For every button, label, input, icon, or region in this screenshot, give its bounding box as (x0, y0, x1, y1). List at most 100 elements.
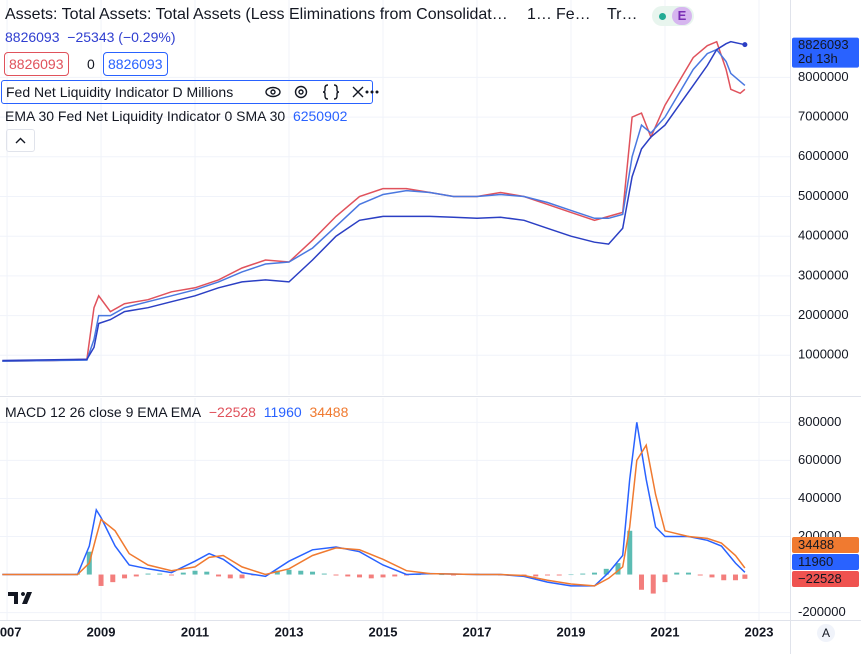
histogram-bar (357, 574, 363, 578)
y-tick-label: -200000 (798, 604, 846, 619)
indicator-row[interactable]: Fed Net Liquidity Indicator D Millions (1, 80, 379, 104)
histogram-bar (122, 574, 128, 579)
sell-button[interactable]: 8826093 (4, 52, 69, 76)
histogram-bar (392, 574, 398, 577)
histogram-bar (662, 574, 668, 583)
value-label: −22528 (798, 571, 842, 586)
collapse-button[interactable] (6, 129, 35, 152)
last-value: 8826093 (5, 29, 60, 45)
series-line (2, 40, 746, 362)
histogram-bar (697, 574, 703, 576)
interval[interactable]: 1… (527, 6, 552, 23)
histogram-bar (732, 574, 738, 581)
spread: 0 (87, 56, 95, 72)
histogram-bar (721, 574, 727, 581)
histogram-bar (180, 572, 186, 575)
indicator-title: Fed Net Liquidity Indicator D Millions (6, 84, 234, 100)
histogram-bar (239, 574, 245, 579)
histogram-bar (274, 570, 280, 575)
value-label: 34488 (798, 537, 834, 552)
source[interactable]: Fe… (556, 6, 591, 23)
close-icon[interactable] (352, 86, 364, 98)
badge[interactable]: E (672, 7, 692, 25)
histogram-bar (145, 573, 151, 575)
histogram-bar (439, 574, 445, 576)
source-icon[interactable] (322, 84, 340, 100)
x-tick-label: 2023 (745, 624, 774, 639)
eye-pupil (270, 89, 276, 95)
pane (0, 0, 790, 395)
last-label: 8826093 (798, 37, 849, 52)
x-tick-label: 2013 (275, 624, 304, 639)
histogram-bar (580, 573, 586, 575)
x-tick-label: 2015 (369, 624, 398, 639)
histogram-bar (110, 574, 116, 583)
histogram-bar (333, 574, 339, 576)
status-pill: E (652, 6, 694, 26)
histogram-bar (638, 574, 644, 590)
y-tick-label: 1000000 (798, 347, 849, 362)
value-label-box (792, 571, 859, 587)
y-tick-label: 600000 (798, 452, 841, 467)
x-tick-label: 2007 (0, 624, 22, 639)
histogram-bar (216, 574, 222, 577)
x-tick-label: 2011 (181, 624, 209, 639)
histogram-bar (568, 574, 574, 576)
series-line (2, 48, 746, 363)
ema-value: 6250902 (292, 108, 348, 124)
histogram-bar (192, 570, 198, 575)
last-price: 8826093 −25343 (−0.29%) (5, 29, 176, 45)
histogram-bar (345, 574, 351, 577)
histogram-bar (204, 571, 210, 575)
histogram-bar (98, 574, 104, 586)
exchange[interactable]: Tr… (607, 6, 638, 23)
logo[interactable] (6, 588, 36, 608)
y-tick-label: 3000000 (798, 267, 849, 282)
status-dot (659, 13, 666, 20)
histogram-bar (742, 574, 748, 579)
value-label: 11960 (798, 554, 833, 569)
buy-button[interactable]: 8826093 (103, 52, 168, 76)
gear-icon[interactable] (294, 85, 308, 99)
histogram-bar (650, 574, 656, 594)
x-tick-label: 2017 (463, 624, 492, 639)
y-tick-label: 5000000 (798, 188, 849, 203)
series-line (2, 422, 746, 587)
histogram-bar (157, 573, 163, 575)
y-tick-label: 2000000 (798, 307, 849, 322)
histogram-bar (380, 574, 386, 578)
countdown: 2d 13h (798, 51, 838, 66)
histogram-bar (298, 570, 304, 575)
macd-title: MACD 12 26 close 9 EMA EMA (5, 404, 202, 420)
gear-hub (298, 89, 304, 95)
x-tick-label: 2019 (557, 624, 586, 639)
histogram-bar (227, 574, 233, 579)
pane (0, 398, 790, 620)
ema-legend: EMA 30 Fed Net Liquidity Indicator 0 SMA… (5, 108, 347, 124)
x-tick-label: 2021 (651, 624, 680, 639)
histogram-bar (603, 568, 609, 575)
y-tick-label: 400000 (798, 490, 841, 505)
x-tick-label: 2009 (87, 624, 116, 639)
macd-hist-value: −22528 (208, 404, 256, 420)
macd-value: 11960 (263, 404, 302, 420)
signal-value: 34488 (309, 404, 349, 420)
histogram-bar (556, 574, 562, 576)
histogram-bar (591, 572, 597, 575)
series-line (2, 443, 746, 587)
y-tick-label: 4000000 (798, 228, 849, 243)
y-tick-label: 7000000 (798, 109, 849, 124)
chevron (15, 137, 26, 144)
histogram-bar (169, 574, 175, 576)
ema-title: EMA 30 Fed Net Liquidity Indicator 0 SMA… (5, 108, 286, 124)
more-icon[interactable] (365, 90, 369, 94)
macd-legend: MACD 12 26 close 9 EMA EMA −22528 11960 … (5, 404, 348, 420)
symbol-title[interactable]: Assets: Total Assets: Total Assets (Less… (5, 6, 508, 23)
histogram-bar (545, 574, 551, 576)
eye-icon[interactable] (265, 86, 281, 98)
histogram-bar (368, 574, 374, 579)
auto-scale[interactable]: A (817, 624, 835, 642)
histogram-bar (627, 530, 633, 575)
